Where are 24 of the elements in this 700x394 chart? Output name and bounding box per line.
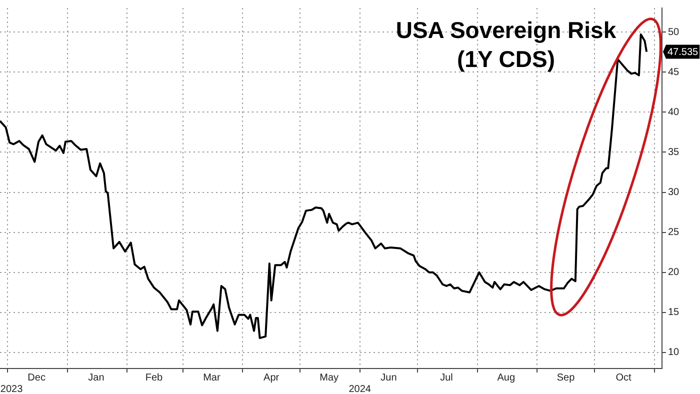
y-tick-label: 25 bbox=[668, 227, 680, 238]
annotation: 47.535 bbox=[668, 47, 699, 58]
y-tick-label: 50 bbox=[668, 26, 680, 38]
y-tick-label: 35 bbox=[668, 146, 680, 158]
y-tick-label: 40 bbox=[668, 106, 680, 118]
x-tick-label: Jul bbox=[440, 372, 453, 384]
text: USA Sovereign Risk (1Y CDS) bbox=[394, 16, 618, 74]
x-tick-label: Jun bbox=[380, 372, 397, 384]
x-tick-label: Dec bbox=[28, 372, 46, 384]
x-tick-label: May bbox=[320, 372, 339, 384]
x-tick-label: Oct bbox=[616, 372, 632, 384]
x-tick-label: Sep bbox=[556, 372, 576, 384]
y-tick-label: 15 bbox=[668, 307, 680, 318]
x2-tick-label: 2023 bbox=[0, 384, 24, 394]
x2-tick-label: 2024 bbox=[348, 384, 372, 394]
x-tick-label: Mar bbox=[203, 372, 221, 384]
y-tick-label: 30 bbox=[668, 187, 680, 198]
y-tick-label: 45 bbox=[668, 66, 680, 78]
y-tick-label: 20 bbox=[668, 267, 680, 278]
x-tick-label: Feb bbox=[145, 372, 164, 384]
x-tick-label: Jan bbox=[88, 372, 104, 384]
x-tick-label: Apr bbox=[264, 372, 280, 384]
y-tick-label: 10 bbox=[668, 347, 680, 358]
x-tick-label: Aug bbox=[497, 372, 516, 384]
